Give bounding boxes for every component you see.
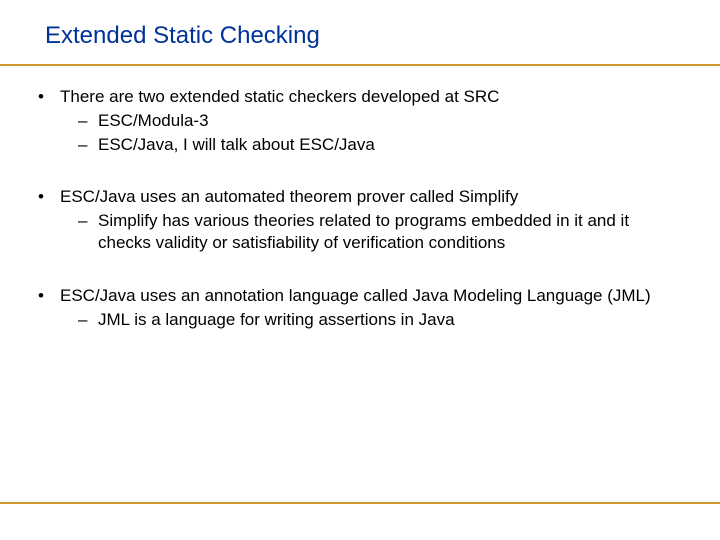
bullet-level2: – ESC/Modula-3 (38, 110, 678, 132)
bullet-level2: – Simplify has various theories related … (38, 210, 678, 254)
bullet-text: Simplify has various theories related to… (98, 210, 678, 254)
content-area: • There are two extended static checkers… (38, 86, 678, 361)
bullet-mark: • (38, 186, 60, 208)
bullet-level2: – ESC/Java, I will talk about ESC/Java (38, 134, 678, 156)
bullet-level1: • ESC/Java uses an annotation language c… (38, 285, 678, 331)
bullet-text: ESC/Java uses an annotation language cal… (60, 285, 678, 307)
bullet-mark: – (78, 134, 98, 156)
slide: Extended Static Checking • There are two… (0, 0, 720, 540)
slide-title: Extended Static Checking (45, 22, 320, 50)
bullet-text: ESC/Java, I will talk about ESC/Java (98, 134, 678, 156)
bullet-text: ESC/Java uses an automated theorem prove… (60, 186, 678, 208)
bullet-mark: • (38, 86, 60, 108)
bullet-level2: – JML is a language for writing assertio… (38, 309, 678, 331)
bullet-level1: • ESC/Java uses an automated theorem pro… (38, 186, 678, 254)
bullet-text: JML is a language for writing assertions… (98, 309, 678, 331)
bullet-mark: – (78, 110, 98, 132)
bullet-mark: – (78, 210, 98, 254)
bullet-text: ESC/Modula-3 (98, 110, 678, 132)
bullet-mark: • (38, 285, 60, 307)
rule-bottom (0, 502, 720, 504)
bullet-text: There are two extended static checkers d… (60, 86, 678, 108)
bullet-level1: • There are two extended static checkers… (38, 86, 678, 156)
rule-top (0, 64, 720, 66)
bullet-mark: – (78, 309, 98, 331)
